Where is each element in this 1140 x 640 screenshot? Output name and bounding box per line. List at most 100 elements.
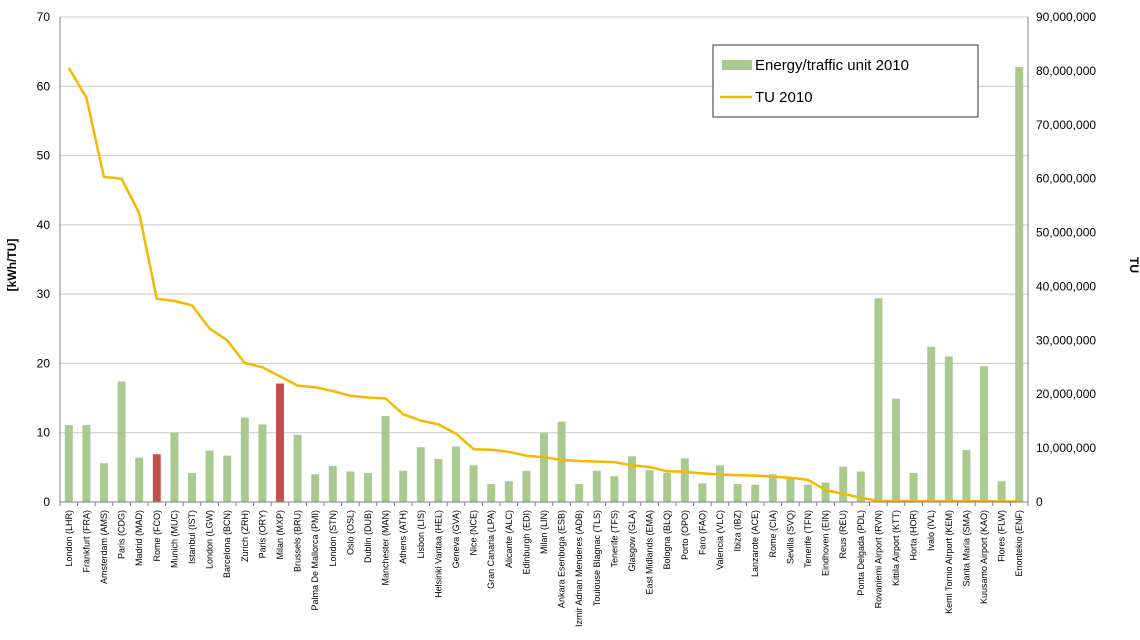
bar xyxy=(804,484,812,502)
bar xyxy=(839,466,848,502)
y2-tick-label: 80,000,000 xyxy=(1036,64,1096,78)
bar xyxy=(205,450,214,502)
category-label: Brussels (BRU) xyxy=(293,510,303,572)
category-label: Valencia (VLC) xyxy=(715,510,725,570)
bar xyxy=(980,366,988,502)
category-label: Flores (FLW) xyxy=(997,510,1007,562)
bar xyxy=(223,455,232,502)
category-label: Rome (FCO) xyxy=(152,510,162,562)
category-label: Manchester (MAN) xyxy=(381,510,391,586)
bar xyxy=(293,434,302,502)
y-tick-label: 30 xyxy=(37,287,51,301)
category-label: Palma De Mallorca (PMI) xyxy=(310,510,320,611)
category-label: Lisbon (LIS) xyxy=(416,510,426,559)
y-tick-label: 40 xyxy=(37,218,51,232)
bar xyxy=(927,346,936,502)
bar xyxy=(240,417,249,502)
bar xyxy=(381,416,390,502)
bar xyxy=(152,454,161,502)
bar xyxy=(856,471,865,502)
axes xyxy=(59,17,1029,506)
y2-tick-label: 40,000,000 xyxy=(1036,279,1096,293)
category-label: Glasgow (GLA) xyxy=(627,510,637,572)
category-label: Barcelona (BCN) xyxy=(222,510,232,578)
bar xyxy=(592,470,601,502)
bar xyxy=(82,425,91,502)
bar xyxy=(821,482,830,502)
category-label: Ankara Esenboga (ESB) xyxy=(557,510,567,608)
category-label: Enontekio (ENF) xyxy=(1014,510,1024,577)
category-label: Frankfurt (FRA) xyxy=(81,510,91,573)
bar xyxy=(716,465,724,502)
bar xyxy=(557,421,566,502)
bar xyxy=(1015,66,1024,502)
tu-line xyxy=(67,67,1020,503)
bar xyxy=(540,432,548,502)
category-label: Nice (NCE) xyxy=(469,510,479,556)
bar xyxy=(663,472,672,502)
bar xyxy=(768,474,777,502)
bar xyxy=(786,477,795,502)
category-label: London (LGW) xyxy=(205,510,215,569)
category-label: Porto (OPO) xyxy=(680,510,690,560)
bar xyxy=(575,483,584,502)
category-label: Munich (MUC) xyxy=(169,510,179,568)
category-label: Milan (MXP) xyxy=(275,510,285,560)
category-label: Santa Maria (SMA) xyxy=(961,510,971,587)
category-labels: London (LHR) Frankfurt (FRA) Amsterdam (AM… xyxy=(64,510,1024,627)
bar-series xyxy=(64,66,1024,502)
category-label: Ibiza (IBZ) xyxy=(733,510,743,552)
bar xyxy=(364,472,372,502)
category-label: Kittila Airport (KTT) xyxy=(891,510,901,586)
bar xyxy=(258,424,267,502)
bar xyxy=(610,476,619,502)
bar xyxy=(645,470,654,502)
bar xyxy=(434,459,443,502)
y-tick-label: 0 xyxy=(43,495,50,509)
category-label: Alicante (ALC) xyxy=(504,510,514,568)
y-tick-label: 20 xyxy=(37,356,51,370)
y2-tick-label: 20,000,000 xyxy=(1036,387,1096,401)
bar xyxy=(416,447,425,502)
category-label: Gran Canaria (LPA) xyxy=(486,510,496,589)
category-label: Paris (ORY) xyxy=(257,510,267,558)
bar xyxy=(504,481,513,502)
legend-label-line: TU 2010 xyxy=(755,89,813,106)
category-label: London (STN) xyxy=(328,510,338,567)
category-label: Horta (HOR) xyxy=(909,510,919,561)
bar xyxy=(487,483,496,502)
bar xyxy=(944,356,953,502)
bar xyxy=(733,483,742,502)
y-axis-title: [kWh/TU] xyxy=(5,239,19,292)
bar xyxy=(188,472,196,502)
category-label: Dublin (DUB) xyxy=(363,510,373,563)
category-label: Helsinki Vantaa (HEL) xyxy=(433,510,443,598)
category-label: Izmir Adnan Menderes (ADB) xyxy=(574,510,584,627)
category-label: Ponta Delgada (PDL) xyxy=(856,510,866,596)
gridlines xyxy=(60,16,1028,503)
bar xyxy=(399,470,408,502)
category-label: London (LHR) xyxy=(64,510,74,567)
bar xyxy=(628,456,636,502)
bar xyxy=(328,465,337,502)
category-label: Rome (CIA) xyxy=(768,510,778,558)
y2-tick-label: 90,000,000 xyxy=(1036,10,1096,24)
category-label: Paris (CDG) xyxy=(117,510,127,559)
category-label: Tenerife (TFN) xyxy=(803,510,813,568)
bar xyxy=(117,381,126,502)
legend-label-bar: Energy/traffic unit 2010 xyxy=(755,57,909,74)
category-label: Ivalo (IVL) xyxy=(926,510,936,551)
category-label: Reus (REU) xyxy=(838,510,848,559)
bar xyxy=(997,481,1006,502)
bar xyxy=(680,458,689,502)
bar xyxy=(962,450,971,502)
bar xyxy=(135,457,144,502)
category-label: Oslo (OSL) xyxy=(345,510,355,555)
category-label: Kuusamo Airport (KAO) xyxy=(979,510,989,604)
category-label: Zurich (ZRH) xyxy=(240,510,250,562)
category-label: Kemi Tornio Airport (KEM) xyxy=(944,510,954,614)
y2-axis-title: TU xyxy=(1127,257,1140,273)
bar xyxy=(346,471,355,502)
